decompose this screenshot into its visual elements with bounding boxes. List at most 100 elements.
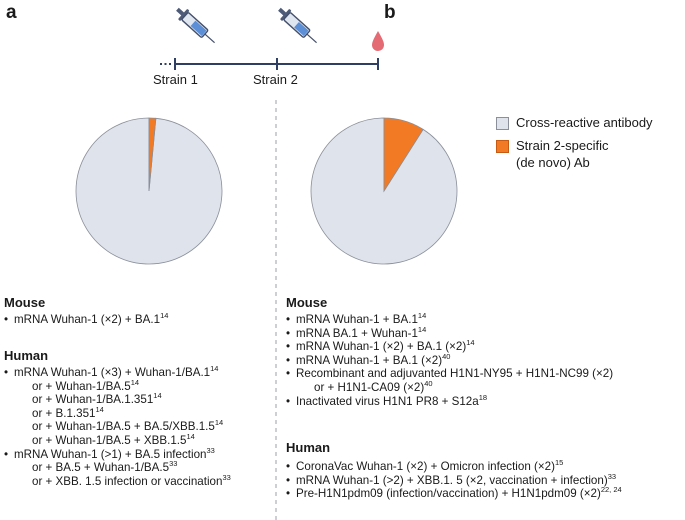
- list-item: or + Wuhan-1/BA.514: [4, 377, 231, 394]
- pie-chart-a: [75, 117, 223, 265]
- right-human-title: Human: [286, 440, 331, 455]
- pie-chart-b: [310, 117, 458, 265]
- list-item: or + Wuhan-1/BA.1.35114: [4, 391, 231, 407]
- bullet-icon: •: [286, 326, 291, 340]
- legend-label-cross-reactive: Cross-reactive antibody: [516, 115, 653, 130]
- list-item: • mRNA Wuhan-1 (×2) + BA.114: [4, 311, 169, 327]
- bullet-icon: •: [286, 473, 291, 487]
- reference-superscript: 14: [186, 431, 195, 441]
- timeline-graphic: [160, 7, 384, 70]
- reference-superscript: 14: [417, 324, 427, 334]
- list-item: or + B.1.35114: [4, 404, 231, 421]
- timeline-label-strain1: Strain 1: [153, 72, 198, 87]
- pie-slice-strain2-specific: [383, 117, 424, 193]
- list-item: • mRNA Wuhan-1 (×2) + BA.1 (×2)14: [286, 338, 613, 354]
- reference-superscript: 33: [222, 472, 231, 482]
- list-item: • Recombinant and adjuvanted H1N1-NY95 + …: [286, 367, 613, 381]
- list-item-text: or + B.1.351: [32, 406, 96, 420]
- left-mouse-list: • mRNA Wuhan-1 (×2) + BA.114: [4, 311, 169, 327]
- list-item: or + BA.5 + Wuhan-1/BA.533: [4, 459, 231, 475]
- list-item-text: or + Wuhan-1/BA.5: [32, 379, 131, 393]
- reference-superscript: 33: [607, 471, 617, 481]
- bullet-icon: •: [286, 394, 291, 408]
- right-mouse-list: • mRNA Wuhan-1 + BA.114 • mRNA BA.1 + Wuhan…: [286, 311, 613, 409]
- list-item-text: or + Wuhan-1/BA.1.351: [32, 393, 154, 407]
- reference-superscript: 14: [130, 377, 140, 387]
- list-item: or + Wuhan-1/BA.5 + XBB.1.514: [4, 431, 231, 448]
- legend-label-line-1: Strain 2-specific: [516, 138, 609, 153]
- legend-swatch-strain2-specific: [496, 140, 509, 153]
- list-item: • mRNA BA.1 + Wuhan-114: [286, 324, 613, 341]
- legend-label-line-2: (de novo) Ab: [516, 155, 590, 170]
- list-item: or + Wuhan-1/BA.5 + BA.5/XBB.1.514: [4, 418, 231, 434]
- bullet-icon: •: [286, 487, 291, 501]
- list-item-text: CoronaVac Wuhan-1 (×2) + Omicron infecti…: [296, 460, 555, 473]
- legend-item-cross-reactive: Cross-reactive antibody: [496, 114, 653, 131]
- list-item: or + XBB. 1.5 infection or vaccination33: [4, 472, 231, 489]
- reference-superscript: 14: [153, 391, 162, 401]
- reference-superscript: 14: [214, 418, 224, 428]
- panel-label-a: a: [6, 2, 17, 23]
- bullet-icon: •: [286, 340, 291, 354]
- list-item: • CoronaVac Wuhan-1 (×2) + Omicron infect…: [286, 458, 622, 474]
- list-item: • mRNA Wuhan-1 + BA.1 (×2)40: [286, 351, 613, 368]
- list-item-text: or + BA.5 + Wuhan-1/BA.5: [32, 461, 170, 475]
- reference-superscript: 14: [466, 338, 475, 348]
- list-item-text: or + Wuhan-1/BA.5 + XBB.1.5: [32, 433, 187, 447]
- reference-superscript: 14: [417, 311, 427, 320]
- list-item: • mRNA Wuhan-1 (×3) + Wuhan-1/BA.114: [4, 364, 231, 380]
- list-item-text: mRNA BA.1 + Wuhan-1: [296, 326, 418, 340]
- bullet-icon: •: [286, 353, 291, 367]
- legend-label-strain2-specific: Strain 2-specific (de novo) Ab: [516, 137, 608, 171]
- left-human-title: Human: [4, 348, 49, 363]
- bullet-icon: •: [286, 460, 291, 473]
- reference-superscript: 15: [554, 458, 564, 467]
- reference-superscript: 14: [210, 364, 219, 373]
- list-item: • mRNA Wuhan-1 (>1) + BA.5 infection33: [4, 445, 231, 462]
- pie-slice-strain2-specific: [148, 117, 157, 192]
- syringe-icon-strain1: [176, 7, 215, 44]
- bullet-icon: •: [4, 313, 9, 326]
- list-item-text: Pre-H1N1pdm09 (infection/vaccination) + …: [296, 487, 601, 501]
- list-item: or + H1N1-CA09 (×2)40: [286, 378, 613, 395]
- list-item: • Inactivated virus H1N1 PR8 + S12a18: [286, 392, 613, 409]
- reference-superscript: 18: [478, 392, 488, 402]
- reference-superscript: 22, 24: [600, 485, 622, 495]
- timeline-label-strain2: Strain 2: [253, 72, 298, 87]
- legend-swatch-cross-reactive: [496, 117, 509, 130]
- list-item-text: mRNA Wuhan-1 (×2) + BA.1 (×2): [296, 340, 467, 354]
- pie-charts: [75, 117, 458, 265]
- reference-superscript: 33: [206, 445, 215, 455]
- list-item-text: Recombinant and adjuvanted H1N1-NY95 + H…: [296, 367, 614, 381]
- list-item: • mRNA Wuhan-1 (>2) + XBB.1. 5 (×2, vacci…: [286, 471, 622, 488]
- blood-drop-icon: [372, 31, 384, 51]
- list-item-text: mRNA Wuhan-1 (>2) + XBB.1. 5 (×2, vaccin…: [296, 473, 608, 487]
- reference-superscript: 40: [424, 378, 433, 388]
- list-item-text: mRNA Wuhan-1 (>1) + BA.5 infection: [14, 447, 207, 461]
- bullet-icon: •: [4, 366, 9, 379]
- left-human-list: • mRNA Wuhan-1 (×3) + Wuhan-1/BA.114 or + …: [4, 364, 231, 489]
- reference-superscript: 40: [442, 351, 451, 361]
- legend: Cross-reactive antibody Strain 2-specifi…: [496, 114, 653, 171]
- reference-superscript: 33: [169, 459, 178, 469]
- bullet-icon: •: [286, 367, 291, 381]
- bullet-icon: •: [286, 313, 291, 326]
- reference-superscript: 14: [160, 311, 169, 320]
- legend-item-strain2-specific: Strain 2-specific (de novo) Ab: [496, 137, 653, 171]
- list-item-text: mRNA Wuhan-1 (×2) + BA.1: [14, 313, 161, 326]
- list-item-text: mRNA Wuhan-1 + BA.1: [296, 313, 418, 326]
- list-item-text: or + XBB. 1.5 infection or vaccination: [32, 474, 223, 488]
- list-item-text: mRNA Wuhan-1 + BA.1 (×2): [296, 353, 443, 367]
- list-item: • Pre-H1N1pdm09 (infection/vaccination) +…: [286, 485, 622, 501]
- list-item-text: or + Wuhan-1/BA.5 + BA.5/XBB.1.5: [32, 420, 215, 434]
- list-item-text: or + H1N1-CA09 (×2): [314, 380, 425, 394]
- reference-superscript: 14: [95, 404, 104, 414]
- bullet-icon: •: [4, 447, 9, 461]
- list-item-text: Inactivated virus H1N1 PR8 + S12a: [296, 394, 479, 408]
- left-mouse-title: Mouse: [4, 295, 46, 310]
- right-mouse-title: Mouse: [286, 295, 328, 310]
- right-human-list: • CoronaVac Wuhan-1 (×2) + Omicron infect…: [286, 458, 622, 501]
- syringe-icon-strain2: [278, 7, 317, 44]
- list-item-text: mRNA Wuhan-1 (×3) + Wuhan-1/BA.1: [14, 366, 211, 379]
